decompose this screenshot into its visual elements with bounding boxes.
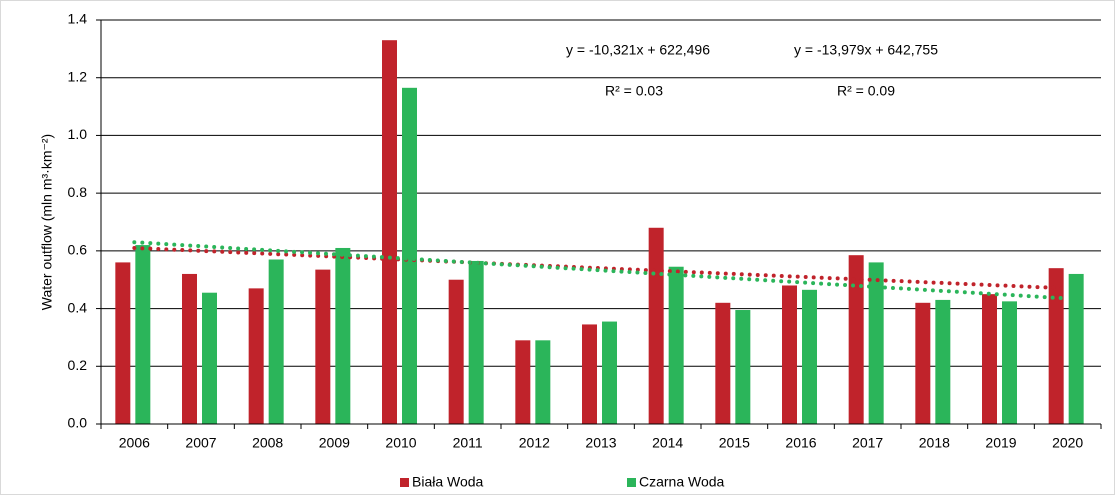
y-axis-label: Water outflow (mln m³·km⁻²) [39,134,55,310]
annotation: y = -10,321x + 622,496 [566,42,710,58]
bar [115,262,131,424]
bar [402,87,417,425]
x-tick-label: 2006 [119,435,150,451]
x-tick-label: 2016 [785,435,816,451]
bar [1002,301,1017,424]
bar [382,40,397,424]
x-tick-label: 2014 [652,435,683,451]
bar [848,255,864,424]
bar [868,262,884,424]
x-tick-label: 2015 [719,435,750,451]
x-tick-label: 2007 [185,435,216,451]
y-tick-label: 1.0 [68,126,88,142]
bar [715,302,731,424]
annotation: y = -13,979x + 642,755 [794,42,938,58]
bar [448,279,464,424]
x-tick-label: 2012 [519,435,550,451]
bar [735,310,751,424]
y-tick-label: 0.4 [68,299,88,315]
bar [248,288,264,424]
x-tick-label: 2010 [385,435,416,451]
x-tick-label: 2018 [919,435,950,451]
annotation: R² = 0.09 [837,83,895,99]
bar [782,285,797,424]
bar [315,269,331,424]
x-tick-label: 2011 [453,435,483,451]
x-tick-label: 2013 [585,435,616,451]
x-tick-label: 2020 [1052,435,1083,451]
legend-swatch [627,478,636,487]
bar [915,302,931,424]
y-tick-label: 0.2 [68,357,88,373]
x-tick-label: 2017 [852,435,883,451]
bar [648,227,664,424]
bar [535,340,551,424]
y-tick-label: 0.8 [68,184,88,200]
bar [1048,268,1064,424]
bar [1068,273,1084,424]
bar [202,292,217,424]
bar [468,260,484,424]
legend-label: Czarna Woda [639,474,725,490]
x-tick-label: 2019 [985,435,1016,451]
y-tick-label: 1.4 [68,11,88,27]
bar [582,324,597,424]
x-tick-label: 2009 [319,435,350,451]
bar [935,299,951,424]
bar [268,259,284,424]
annotation: R² = 0.03 [605,83,663,99]
bar [515,340,531,424]
y-tick-label: 0.0 [68,415,88,431]
bar [335,247,351,424]
bar [668,266,684,424]
x-tick-label: 2008 [252,435,283,451]
legend-swatch [400,478,409,487]
y-tick-label: 1.2 [68,68,88,84]
bar [602,321,617,424]
bar [802,289,817,424]
legend-label: Biała Woda [412,474,484,490]
bar [135,245,151,424]
y-tick-label: 0.6 [68,242,88,258]
bar [982,294,997,424]
bar [182,273,197,424]
